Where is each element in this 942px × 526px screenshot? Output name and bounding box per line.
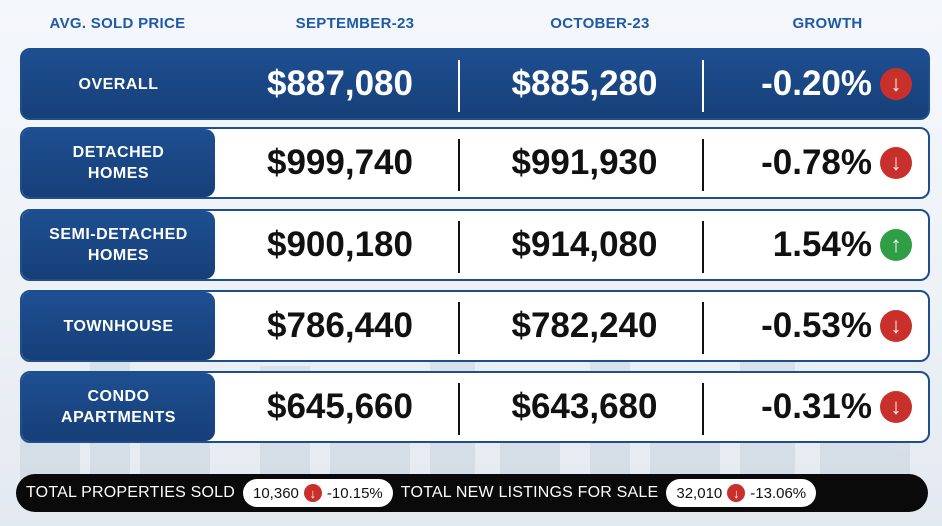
table-header: AVG. SOLD PRICE SEPTEMBER-23 OCTOBER-23 … (20, 15, 930, 41)
column-divider (458, 383, 460, 435)
growth-cell: -0.20% ↓ (722, 50, 912, 118)
growth-cell: 1.54% ↑ (722, 211, 912, 279)
growth-cell: -0.31% ↓ (722, 373, 912, 441)
header-october: OCTOBER-23 (550, 15, 650, 32)
total-sold-change: -10.15% (326, 484, 383, 502)
column-divider (458, 221, 460, 273)
column-divider (702, 139, 704, 191)
total-sold-pill: 10,360 ↓ -10.15% (243, 479, 393, 507)
growth-cell: -0.53% ↓ (722, 292, 912, 360)
column-divider (458, 60, 460, 112)
column-divider (458, 302, 460, 354)
arrow-down-icon: ↓ (303, 484, 322, 502)
table-row: OVERALL $887,080 $885,280 -0.20% ↓ (20, 48, 930, 120)
october-price: $782,240 (511, 306, 658, 345)
september-price: $887,080 (267, 64, 413, 103)
header-growth: GROWTH (792, 15, 863, 32)
table-row: DETACHED HOMES $999,740 $991,930 -0.78% ↓ (20, 127, 930, 199)
september-price: $645,660 (267, 387, 413, 426)
column-divider (702, 383, 704, 435)
row-label: OVERALL (22, 50, 215, 118)
header-label: AVG. SOLD PRICE (49, 15, 186, 32)
growth-value: -0.20% (761, 64, 872, 103)
table-row: SEMI-DETACHED HOMES $900,180 $914,080 1.54% ↑ (20, 209, 930, 281)
growth-value: -0.31% (761, 387, 872, 426)
column-divider (702, 302, 704, 354)
growth-cell: -0.78% ↓ (722, 129, 912, 197)
row-label: TOWNHOUSE (22, 292, 215, 360)
total-sold-label: TOTAL PROPERTIES SOLD (26, 484, 235, 501)
september-price: $900,180 (267, 225, 413, 264)
new-listings-change: -13.06% (750, 484, 807, 502)
arrow-down-icon: ↓ (880, 391, 912, 423)
arrow-up-icon: ↑ (880, 229, 912, 261)
arrow-down-icon: ↓ (880, 68, 912, 100)
row-label: CONDO APARTMENTS (22, 373, 215, 441)
arrow-down-icon: ↓ (880, 310, 912, 342)
row-label: DETACHED HOMES (22, 129, 215, 197)
arrow-down-icon: ↓ (880, 147, 912, 179)
september-price: $786,440 (267, 306, 413, 345)
arrow-down-icon: ↓ (727, 484, 746, 502)
column-divider (702, 221, 704, 273)
table-row: CONDO APARTMENTS $645,660 $643,680 -0.31% ↓ (20, 371, 930, 443)
october-price: $643,680 (511, 387, 658, 426)
column-divider (458, 139, 460, 191)
new-listings-pill: 32,010 ↓ -13.06% (666, 479, 817, 507)
new-listings-label: TOTAL NEW LISTINGS FOR SALE (400, 484, 659, 501)
growth-value: -0.53% (761, 306, 872, 345)
total-sold-value: 10,360 (253, 484, 299, 502)
october-price: $991,930 (511, 143, 658, 182)
new-listings-value: 32,010 (676, 484, 723, 502)
growth-value: -0.78% (761, 143, 872, 182)
growth-value: 1.54% (772, 225, 872, 264)
row-label: SEMI-DETACHED HOMES (22, 211, 215, 279)
column-divider (702, 60, 704, 112)
header-september: SEPTEMBER-23 (295, 15, 415, 32)
october-price: $885,280 (511, 64, 658, 103)
table-row: TOWNHOUSE $786,440 $782,240 -0.53% ↓ (20, 290, 930, 362)
october-price: $914,080 (511, 225, 658, 264)
summary-bar: TOTAL PROPERTIES SOLD 10,360 ↓ -10.15% T… (16, 474, 928, 512)
september-price: $999,740 (267, 143, 413, 182)
